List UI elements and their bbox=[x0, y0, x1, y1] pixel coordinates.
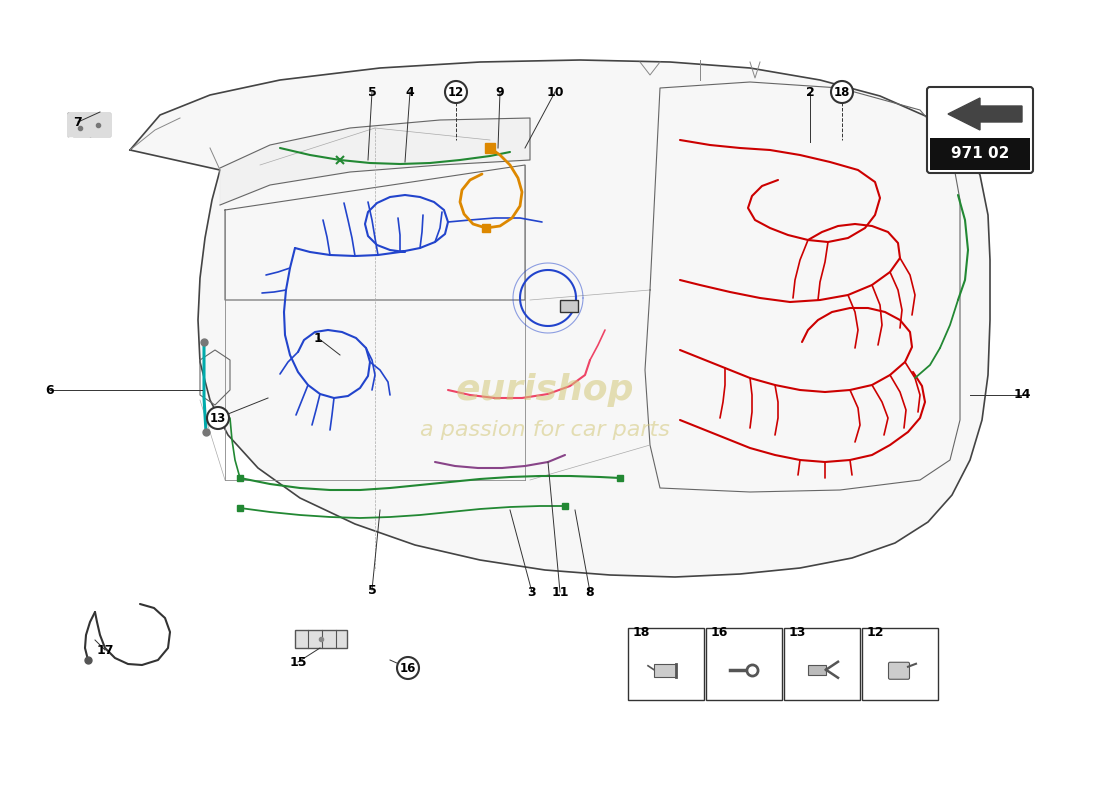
Text: 16: 16 bbox=[399, 662, 416, 674]
Text: 4: 4 bbox=[406, 86, 415, 98]
Text: 8: 8 bbox=[585, 586, 594, 598]
Text: 18: 18 bbox=[834, 86, 850, 98]
Bar bbox=[862, 628, 938, 700]
Text: 1: 1 bbox=[314, 331, 322, 345]
Bar bbox=[784, 628, 860, 700]
Polygon shape bbox=[68, 113, 110, 136]
Text: 5: 5 bbox=[367, 583, 376, 597]
FancyBboxPatch shape bbox=[927, 87, 1033, 173]
Text: 3: 3 bbox=[528, 586, 537, 598]
Text: 9: 9 bbox=[496, 86, 504, 98]
Text: 6: 6 bbox=[46, 383, 54, 397]
Bar bbox=[295, 630, 346, 648]
Polygon shape bbox=[220, 118, 530, 205]
Text: 11: 11 bbox=[551, 586, 569, 598]
Bar bbox=[706, 628, 782, 700]
Text: 2: 2 bbox=[805, 86, 814, 98]
Text: eurishop: eurishop bbox=[455, 373, 635, 407]
Bar bbox=[560, 300, 578, 312]
Text: 12: 12 bbox=[867, 626, 884, 639]
Text: 971 02: 971 02 bbox=[950, 146, 1009, 162]
Circle shape bbox=[397, 657, 419, 679]
Polygon shape bbox=[948, 98, 1022, 130]
Polygon shape bbox=[130, 60, 990, 577]
Bar bbox=[628, 628, 704, 700]
Text: a passion for car parts: a passion for car parts bbox=[420, 420, 670, 440]
Bar bbox=[654, 664, 676, 677]
Text: 5: 5 bbox=[367, 86, 376, 98]
Text: 12: 12 bbox=[448, 86, 464, 98]
Circle shape bbox=[207, 407, 229, 429]
Text: 10: 10 bbox=[547, 86, 563, 98]
FancyBboxPatch shape bbox=[889, 662, 910, 679]
Circle shape bbox=[446, 81, 468, 103]
Text: 18: 18 bbox=[632, 626, 650, 639]
Text: 13: 13 bbox=[210, 411, 227, 425]
Bar bbox=[808, 665, 826, 674]
Circle shape bbox=[830, 81, 852, 103]
Text: 7: 7 bbox=[74, 115, 82, 129]
Text: 16: 16 bbox=[711, 626, 728, 639]
Text: 14: 14 bbox=[1013, 389, 1031, 402]
Text: 13: 13 bbox=[789, 626, 806, 639]
Bar bbox=[930, 138, 1030, 170]
Text: 17: 17 bbox=[97, 643, 113, 657]
Text: 15: 15 bbox=[289, 655, 307, 669]
